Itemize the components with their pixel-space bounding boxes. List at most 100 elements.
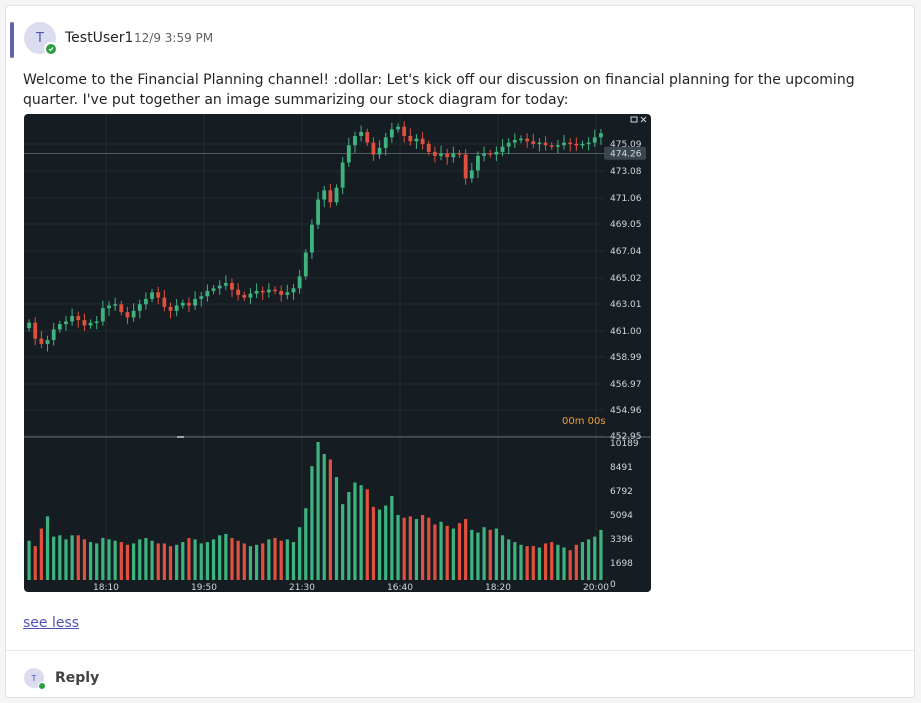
candle-body [273,289,277,292]
pane-resize-handle [177,436,184,438]
candle-body [359,132,364,136]
price-tick-label: 463.01 [610,300,642,310]
volume-bar [45,516,50,580]
avatar[interactable]: T [24,22,58,56]
candle-body [266,289,271,293]
candle-body [57,324,62,330]
message-timestamp: 12/9 3:59 PM [134,31,214,45]
candle-body [310,224,314,253]
author-name[interactable]: TestUser1 [65,30,134,46]
volume-bar [205,542,209,580]
candle-body [119,304,124,313]
candle-body [45,339,50,344]
volume-bar [537,547,542,580]
volume-bar [82,539,87,580]
candle-body [242,294,247,298]
candle-body [187,302,191,306]
volume-bar [488,529,492,580]
candle-body [334,187,339,203]
volume-bar [371,506,376,580]
volume-bar [580,542,585,580]
volume-bar [500,535,505,580]
candle-body [494,151,499,155]
candle-body [33,322,38,339]
volume-bar [359,485,363,580]
volume-bar [236,540,240,580]
volume-bar [175,544,179,580]
volume-bar [187,538,191,580]
volume-bar [310,466,314,580]
volume-bar [39,528,43,580]
volume-bar [168,546,173,580]
volume-bar [27,540,31,580]
price-tick-label: 469.05 [610,220,642,230]
volume-bar [113,540,117,580]
price-tick-label: 452.95 [610,432,642,442]
volume-bar [464,519,468,580]
candle-body [426,143,431,152]
time-tick-label: 18:20 [485,583,511,592]
message-card: T TestUser1 12/9 3:59 PM Welcome to the … [5,5,915,698]
candle-body [156,292,161,298]
candle-body [322,190,327,200]
volume-bar [457,523,462,580]
candle-body [531,141,536,144]
volume-bar [396,514,400,580]
price-tick-label: 475.09 [610,140,642,150]
candle-body [236,289,241,295]
volume-bar [33,546,37,580]
volume-bar [519,544,523,580]
stock-chart-image[interactable]: 475.09 473.08 471.06 469.05 467.04 465.02 463.… [24,114,651,592]
volume-bar [150,540,154,580]
reply-button[interactable]: Reply [55,670,100,686]
candle-body [88,322,93,326]
price-tick-label: 465.02 [610,274,642,284]
volume-bar [390,496,394,580]
volume-bar [95,543,99,580]
candle-body [137,304,142,311]
volume-bar [470,529,474,580]
volume-bar [248,546,253,580]
volume-bar [193,539,197,580]
candle-body [39,338,44,344]
candle-body [512,139,517,143]
volume-bar [132,543,136,580]
candle-body [488,153,493,155]
volume-bar [224,533,228,580]
volume-bar [52,536,56,580]
volume-bar [64,539,68,580]
candle-body [297,276,302,289]
candle-body [451,153,456,158]
close-pane-icon [640,116,647,123]
candle-body [432,151,437,156]
volume-bar [181,542,185,580]
price-tick-label: 456.97 [610,380,642,390]
candle-body [414,138,419,142]
time-tick-label: 19:50 [191,583,217,592]
reply-presence-icon [38,682,46,690]
see-less-link[interactable]: see less [23,615,80,631]
candle-body [340,162,345,188]
candle-body [383,137,388,148]
volume-bar [138,539,142,580]
candle-body [482,153,487,156]
reply-divider [6,650,914,651]
candle-body [537,142,542,145]
volume-bar [377,509,382,580]
volume-bar [218,535,222,580]
candle-body [303,252,308,277]
volume-bar [242,543,246,580]
candle-body [353,136,357,146]
volume-bar [568,550,572,580]
candle-body [346,145,351,163]
volume-bar [341,504,345,580]
volume-bar [261,543,265,580]
volume-bar [107,539,111,580]
candle-body [469,170,474,179]
volume-bar [445,525,449,580]
candle-body [365,132,370,143]
candle-body [396,126,400,130]
candle-body [199,296,204,299]
candle-body [82,320,87,326]
candle-body [143,298,148,305]
